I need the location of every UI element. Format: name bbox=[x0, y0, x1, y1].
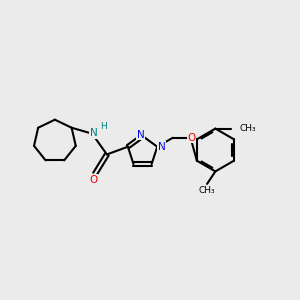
Text: N: N bbox=[158, 142, 166, 152]
Text: N: N bbox=[90, 128, 98, 138]
Text: H: H bbox=[100, 122, 107, 131]
Text: CH₃: CH₃ bbox=[199, 186, 215, 195]
Text: CH₃: CH₃ bbox=[239, 124, 256, 133]
Text: N: N bbox=[137, 130, 145, 140]
Text: O: O bbox=[188, 133, 196, 143]
Text: O: O bbox=[90, 175, 98, 185]
